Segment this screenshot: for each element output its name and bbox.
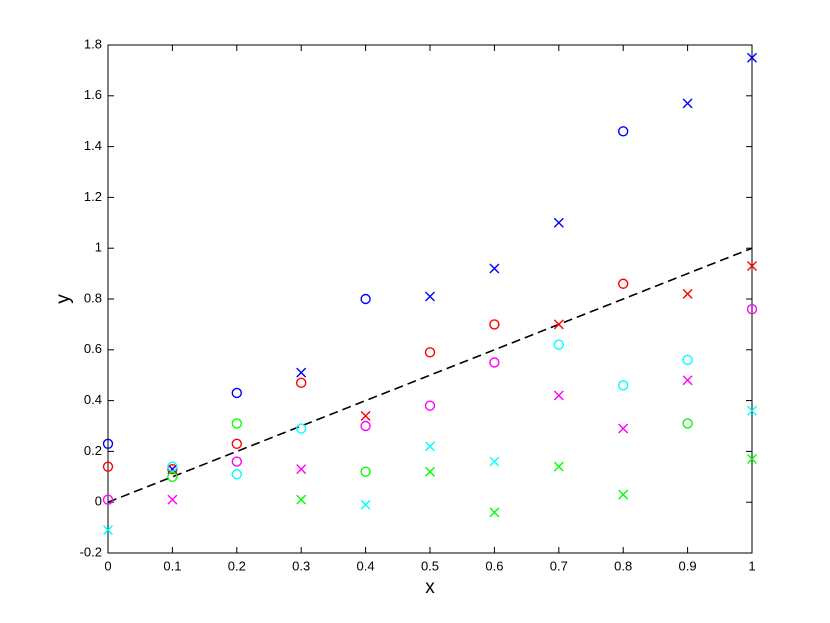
point [103, 525, 113, 536]
y-tick-label: 1.6 [84, 87, 102, 102]
point [102, 438, 114, 449]
point [296, 367, 307, 378]
point [425, 466, 435, 477]
point [167, 461, 178, 472]
point [747, 52, 757, 63]
x-tick-label: 0.1 [163, 558, 181, 573]
x-tick-label: 0.7 [550, 558, 568, 573]
point [360, 420, 371, 432]
y-axis-label: y [53, 294, 74, 304]
y-tick-label: 0.8 [84, 290, 102, 305]
x-tick-label: 0.9 [679, 558, 697, 573]
point [553, 339, 564, 350]
x-tick-label: 0.5 [421, 558, 439, 573]
point [231, 418, 243, 429]
y-tick-label: 1.2 [84, 189, 102, 204]
point [424, 400, 436, 411]
y-tick-label: 1.8 [84, 36, 102, 51]
x-tick-label: 0.3 [292, 558, 310, 573]
point [747, 260, 757, 271]
plot-area [107, 44, 753, 554]
point [102, 494, 114, 505]
point [489, 263, 500, 274]
point [296, 464, 307, 475]
point [618, 489, 629, 500]
y-tick-label: 0.4 [84, 392, 102, 407]
point [360, 410, 371, 421]
point [489, 319, 500, 330]
x-tick-label: 1 [748, 558, 755, 573]
point [296, 377, 307, 389]
x-axis-label: x [425, 577, 435, 598]
point [618, 380, 629, 391]
x-tick-label: 0.8 [614, 558, 632, 573]
point [618, 126, 629, 137]
point [489, 456, 500, 467]
point [231, 456, 243, 467]
point [553, 461, 564, 472]
point [489, 357, 500, 368]
y-tick-label: 0 [95, 494, 102, 509]
y-tick-label: 1 [95, 240, 102, 255]
point [425, 291, 435, 302]
point [231, 469, 243, 480]
point [553, 319, 564, 330]
point [682, 418, 693, 429]
point [424, 347, 436, 358]
x-tick-label: 0.4 [357, 558, 375, 573]
x-tick-label: 0.6 [485, 558, 503, 573]
point [360, 466, 371, 477]
y-tick-label: 0.6 [84, 341, 102, 356]
point [231, 438, 243, 449]
point [682, 375, 693, 386]
y-tick-label: 0.2 [84, 443, 102, 458]
y-tick-label: 1.4 [84, 138, 102, 153]
point [746, 303, 758, 315]
y-tick-label: -0.2 [80, 544, 102, 559]
x-tick-label: 0.2 [228, 558, 246, 573]
point [425, 441, 435, 452]
point [553, 217, 564, 228]
point [167, 471, 178, 482]
point [296, 494, 307, 505]
point [231, 387, 243, 399]
point [167, 494, 178, 505]
reference-line [107, 247, 753, 503]
point [553, 390, 564, 401]
point [682, 354, 693, 366]
point [747, 405, 757, 416]
point [747, 454, 757, 465]
point [360, 293, 371, 305]
point [618, 278, 629, 289]
x-tick-label: 0 [104, 558, 111, 573]
point [682, 98, 693, 109]
point [489, 507, 500, 518]
point [618, 423, 629, 434]
point [360, 499, 371, 510]
point [296, 423, 307, 434]
point [102, 461, 114, 472]
point [682, 288, 693, 299]
